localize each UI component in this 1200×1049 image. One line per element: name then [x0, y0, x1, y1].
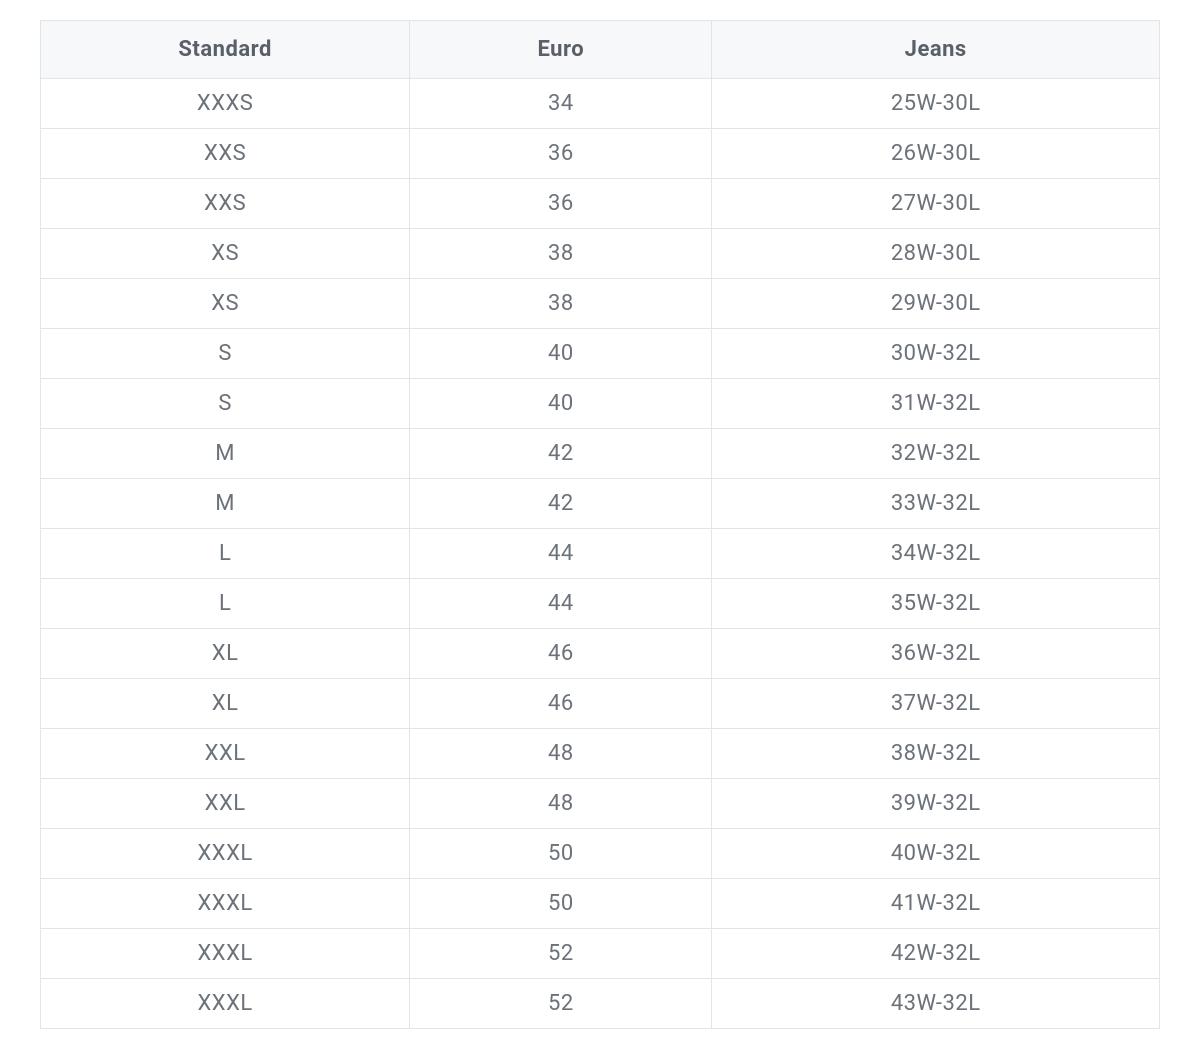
cell-standard: L	[41, 529, 410, 579]
table-row: XS 38 29W-30L	[41, 279, 1160, 329]
col-header-jeans: Jeans	[712, 21, 1160, 79]
cell-euro: 36	[410, 179, 712, 229]
cell-jeans: 41W-32L	[712, 879, 1160, 929]
cell-standard: XXL	[41, 729, 410, 779]
cell-standard: XXXL	[41, 829, 410, 879]
cell-euro: 40	[410, 379, 712, 429]
cell-jeans: 29W-30L	[712, 279, 1160, 329]
cell-standard: XXS	[41, 129, 410, 179]
cell-euro: 40	[410, 329, 712, 379]
cell-jeans: 31W-32L	[712, 379, 1160, 429]
table-header: Standard Euro Jeans	[41, 21, 1160, 79]
table-row: XL 46 37W-32L	[41, 679, 1160, 729]
cell-jeans: 37W-32L	[712, 679, 1160, 729]
table-row: S 40 31W-32L	[41, 379, 1160, 429]
cell-jeans: 25W-30L	[712, 79, 1160, 129]
size-chart-table: Standard Euro Jeans XXXS 34 25W-30L XXS …	[40, 20, 1160, 1029]
col-header-euro: Euro	[410, 21, 712, 79]
table-row: XXL 48 39W-32L	[41, 779, 1160, 829]
cell-standard: XXXS	[41, 79, 410, 129]
cell-standard: XL	[41, 679, 410, 729]
cell-standard: S	[41, 329, 410, 379]
cell-standard: XS	[41, 229, 410, 279]
cell-euro: 44	[410, 529, 712, 579]
cell-jeans: 33W-32L	[712, 479, 1160, 529]
table-row: M 42 32W-32L	[41, 429, 1160, 479]
cell-euro: 50	[410, 879, 712, 929]
cell-euro: 46	[410, 629, 712, 679]
cell-jeans: 26W-30L	[712, 129, 1160, 179]
cell-jeans: 43W-32L	[712, 979, 1160, 1029]
cell-euro: 46	[410, 679, 712, 729]
table-row: S 40 30W-32L	[41, 329, 1160, 379]
cell-standard: XS	[41, 279, 410, 329]
table-row: M 42 33W-32L	[41, 479, 1160, 529]
table-row: XXXL 52 42W-32L	[41, 929, 1160, 979]
cell-standard: M	[41, 429, 410, 479]
cell-jeans: 34W-32L	[712, 529, 1160, 579]
cell-jeans: 27W-30L	[712, 179, 1160, 229]
cell-euro: 48	[410, 729, 712, 779]
table-row: XXXS 34 25W-30L	[41, 79, 1160, 129]
cell-jeans: 38W-32L	[712, 729, 1160, 779]
cell-standard: S	[41, 379, 410, 429]
col-header-standard: Standard	[41, 21, 410, 79]
table-row: XXL 48 38W-32L	[41, 729, 1160, 779]
cell-euro: 52	[410, 979, 712, 1029]
cell-euro: 52	[410, 929, 712, 979]
table-row: XXS 36 27W-30L	[41, 179, 1160, 229]
cell-standard: XXXL	[41, 929, 410, 979]
cell-jeans: 30W-32L	[712, 329, 1160, 379]
table-body: XXXS 34 25W-30L XXS 36 26W-30L XXS 36 27…	[41, 79, 1160, 1029]
cell-jeans: 39W-32L	[712, 779, 1160, 829]
table-row: XXS 36 26W-30L	[41, 129, 1160, 179]
cell-jeans: 40W-32L	[712, 829, 1160, 879]
cell-jeans: 28W-30L	[712, 229, 1160, 279]
table-row: XXXL 52 43W-32L	[41, 979, 1160, 1029]
cell-standard: XL	[41, 629, 410, 679]
cell-euro: 36	[410, 129, 712, 179]
cell-standard: L	[41, 579, 410, 629]
cell-jeans: 35W-32L	[712, 579, 1160, 629]
cell-jeans: 32W-32L	[712, 429, 1160, 479]
cell-standard: XXXL	[41, 979, 410, 1029]
table-row: L 44 34W-32L	[41, 529, 1160, 579]
cell-standard: XXL	[41, 779, 410, 829]
table-row: XS 38 28W-30L	[41, 229, 1160, 279]
cell-jeans: 42W-32L	[712, 929, 1160, 979]
cell-standard: M	[41, 479, 410, 529]
cell-jeans: 36W-32L	[712, 629, 1160, 679]
cell-euro: 38	[410, 279, 712, 329]
table-row: XXXL 50 41W-32L	[41, 879, 1160, 929]
cell-euro: 44	[410, 579, 712, 629]
cell-standard: XXS	[41, 179, 410, 229]
cell-standard: XXXL	[41, 879, 410, 929]
cell-euro: 48	[410, 779, 712, 829]
table-row: XL 46 36W-32L	[41, 629, 1160, 679]
cell-euro: 50	[410, 829, 712, 879]
cell-euro: 38	[410, 229, 712, 279]
table-row: L 44 35W-32L	[41, 579, 1160, 629]
cell-euro: 42	[410, 479, 712, 529]
cell-euro: 42	[410, 429, 712, 479]
table-row: XXXL 50 40W-32L	[41, 829, 1160, 879]
cell-euro: 34	[410, 79, 712, 129]
